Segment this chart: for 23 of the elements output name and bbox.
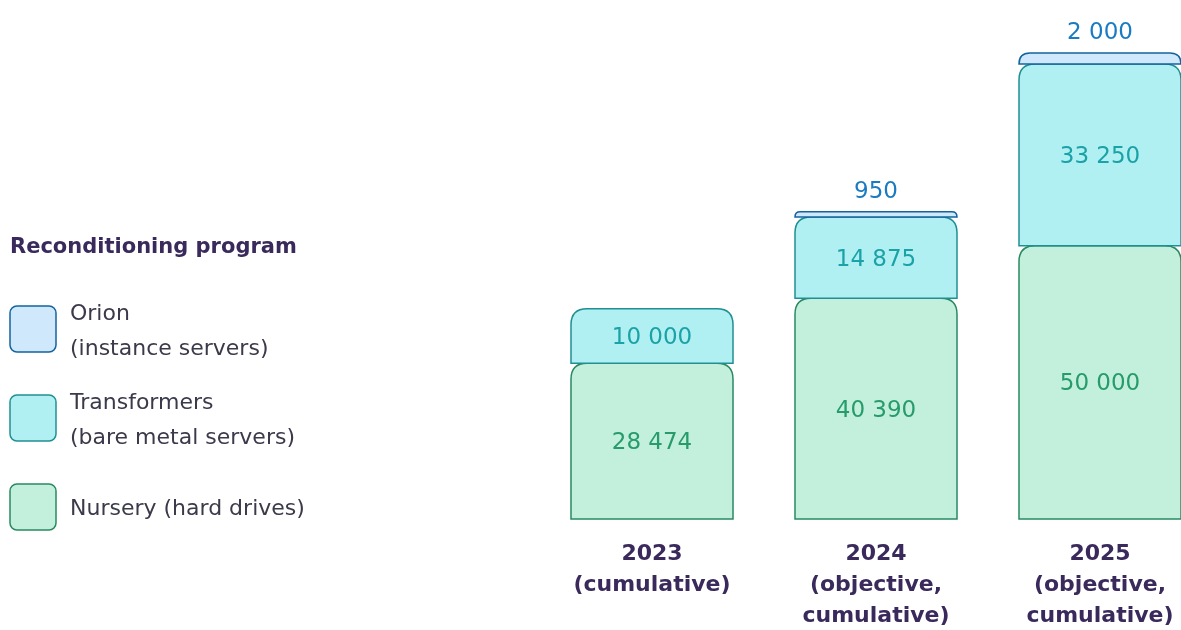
x-tick-label: 2025 (objective, cumulative) — [1026, 540, 1174, 627]
legend-label: Nursery (hard drives) — [70, 495, 305, 520]
legend-label: Orion (instance servers) — [70, 300, 269, 360]
bar — [1018, 52, 1181, 65]
bar — [570, 307, 734, 365]
bar — [570, 362, 734, 520]
bar — [794, 210, 958, 218]
data-label: 40 390 — [835, 395, 917, 422]
x-tick-label: 2023 (cumulative) — [573, 540, 731, 596]
legend-title: Reconditioning program — [10, 234, 297, 258]
data-label: 10 000 — [611, 323, 693, 350]
bar — [794, 297, 958, 520]
legend-label: Transformers (bare metal servers) — [69, 389, 295, 449]
data-label: 28 474 — [611, 428, 693, 455]
data-label: 14 875 — [835, 244, 917, 271]
data-label: 50 000 — [1059, 369, 1141, 396]
bar — [1018, 244, 1181, 520]
x-tick-label: 2024 (objective, cumulative) — [802, 540, 950, 627]
data-label: 33 250 — [1059, 141, 1141, 168]
data-label: 950 — [854, 176, 898, 203]
bar — [1018, 63, 1181, 247]
data-label: 2 000 — [1067, 18, 1133, 44]
bar — [794, 216, 958, 299]
